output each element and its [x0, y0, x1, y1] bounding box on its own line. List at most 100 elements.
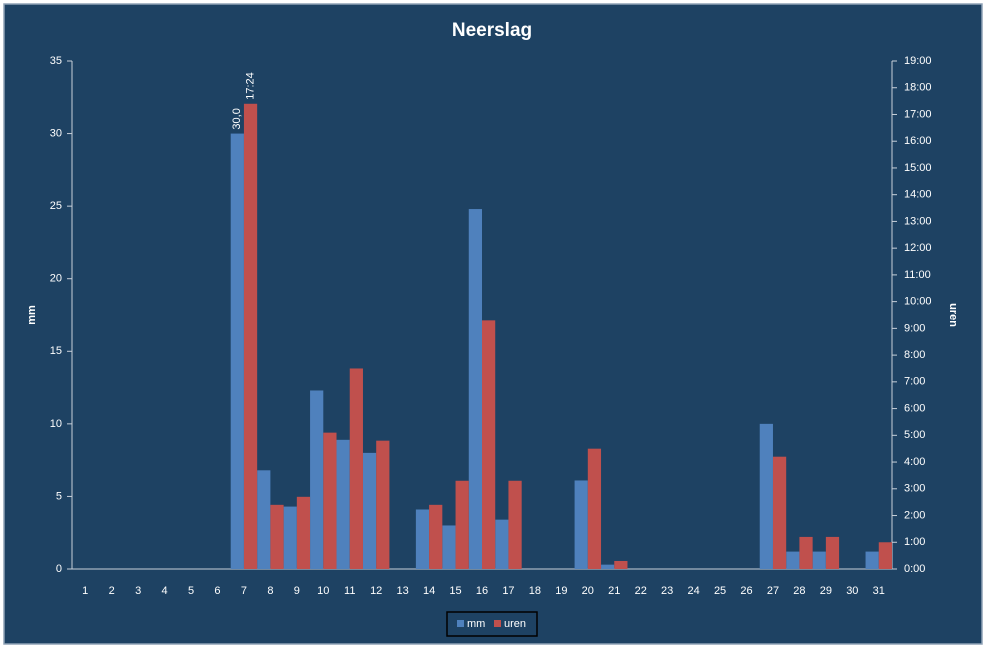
legend-box [446, 611, 538, 637]
bar [310, 390, 324, 569]
x-tick-label: 14 [423, 585, 435, 597]
x-tick-label: 4 [162, 585, 168, 597]
y2-tick-label: 5:00 [904, 429, 925, 441]
bar [257, 470, 271, 569]
x-tick-label: 20 [582, 585, 594, 597]
bar [574, 480, 588, 569]
x-tick-label: 29 [820, 585, 832, 597]
x-tick-label: 13 [397, 585, 409, 597]
y-tick-label: 15 [50, 345, 62, 357]
bar [283, 506, 297, 569]
bar [415, 509, 430, 569]
x-tick-label: 19 [555, 585, 567, 597]
x-tick-label: 23 [661, 585, 673, 597]
y-tick-label: 10 [50, 418, 62, 430]
x-tick-label: 16 [476, 585, 488, 597]
x-tick-label: 24 [687, 585, 699, 597]
bar [429, 504, 443, 569]
x-tick-label: 8 [267, 585, 273, 597]
bar [468, 209, 482, 569]
bar [878, 542, 892, 569]
x-tick-label: 11 [344, 585, 355, 597]
x-tick-label: 15 [449, 585, 461, 597]
bar [230, 133, 244, 570]
bar [455, 480, 469, 569]
y2-tick-label: 3:00 [904, 483, 925, 495]
bar [614, 560, 628, 569]
x-tick-label: 30 [846, 585, 858, 597]
y2-tick-label: 0:00 [904, 563, 925, 575]
x-tick-label: 2 [109, 585, 115, 597]
x-tick-label: 25 [714, 585, 726, 597]
legend-label: uren [504, 618, 526, 630]
y-tick-label: 20 [50, 273, 62, 285]
bar [296, 496, 311, 569]
y-tick-label: 5 [56, 490, 62, 502]
y2-tick-label: 17:00 [904, 108, 932, 120]
x-tick-label: 31 [873, 585, 885, 597]
bar [587, 448, 602, 569]
bar [508, 480, 522, 569]
x-tick-label: 7 [241, 585, 247, 597]
bar [495, 519, 509, 569]
y2-tick-label: 13:00 [904, 215, 932, 227]
bar [825, 536, 840, 569]
y-tick-label: 0 [56, 563, 62, 575]
y-tick-label: 25 [50, 200, 62, 212]
y2-tick-label: 8:00 [904, 349, 925, 361]
x-tick-label: 10 [317, 585, 329, 597]
x-tick-label: 17 [502, 585, 514, 597]
bar [786, 551, 800, 569]
chart-title: Neerslag [452, 20, 532, 41]
y2-tick-label: 1:00 [904, 536, 925, 548]
x-tick-label: 1 [82, 585, 88, 597]
y2-tick-label: 19:00 [904, 55, 932, 67]
data-label: 17:24 [244, 72, 256, 100]
y2-tick-label: 7:00 [904, 376, 925, 388]
y2-tick-label: 2:00 [904, 509, 925, 521]
bar [812, 551, 826, 569]
bar [270, 504, 284, 569]
bar [759, 423, 773, 569]
bar [601, 564, 615, 569]
legend-swatch [494, 620, 501, 627]
x-tick-label: 12 [370, 585, 382, 597]
bar [362, 452, 377, 569]
bar [349, 368, 363, 569]
x-tick-label: 28 [793, 585, 805, 597]
legend-swatch [457, 620, 464, 627]
bar [243, 103, 258, 570]
x-tick-label: 9 [294, 585, 300, 597]
x-tick-label: 22 [635, 585, 647, 597]
y2-tick-label: 4:00 [904, 456, 925, 468]
y2-tick-label: 6:00 [904, 402, 925, 414]
x-tick-label: 26 [740, 585, 752, 597]
y2-tick-label: 10:00 [904, 296, 932, 308]
legend-label: mm [467, 618, 485, 630]
y-tick-label: 30 [50, 127, 62, 139]
bar [799, 536, 813, 569]
bar [772, 456, 787, 569]
x-tick-label: 3 [135, 585, 141, 597]
y2-tick-label: 18:00 [904, 82, 932, 94]
bar [336, 439, 350, 569]
bar [376, 440, 390, 569]
x-tick-label: 27 [767, 585, 779, 597]
bar [865, 551, 879, 569]
y2-tick-label: 14:00 [904, 189, 932, 201]
y-axis-label: mm [26, 305, 38, 325]
bar [482, 320, 496, 569]
x-tick-label: 18 [529, 585, 541, 597]
y2-tick-label: 11:00 [904, 269, 931, 281]
x-tick-label: 21 [608, 585, 620, 597]
x-tick-label: 5 [188, 585, 194, 597]
data-label: 30,0 [231, 108, 243, 129]
y2-tick-label: 16:00 [904, 135, 932, 147]
bar [442, 525, 456, 569]
y2-tick-label: 12:00 [904, 242, 932, 254]
y2-axis-label: uren [947, 303, 959, 327]
y-tick-label: 35 [50, 55, 62, 67]
y2-tick-label: 9:00 [904, 322, 925, 334]
x-tick-label: 6 [214, 585, 220, 597]
